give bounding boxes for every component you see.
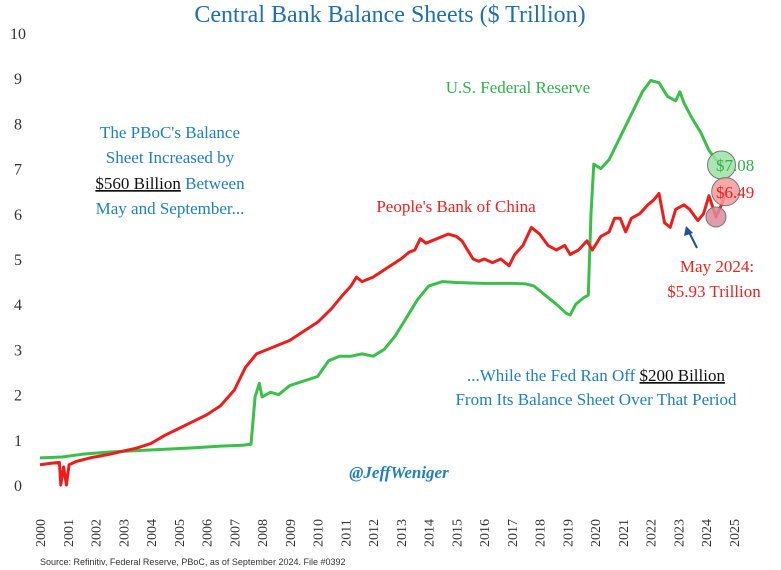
x-tick-label-2006: 2006 bbox=[201, 519, 216, 547]
y-tick-label-5: 5 bbox=[14, 252, 22, 269]
x-tick-label-2022: 2022 bbox=[645, 519, 660, 547]
x-tick-label-2010: 2010 bbox=[312, 519, 327, 547]
x-axis-ticks: 2000 2001 2002 2003 2004 2005 2006 2007 2008 2009… bbox=[34, 519, 743, 547]
x-tick-label-2023: 2023 bbox=[672, 519, 687, 547]
x-tick-label-2015: 2015 bbox=[450, 519, 465, 547]
pboc-annotation-line-3: $560 Billion Between bbox=[95, 174, 245, 193]
x-tick-label-2024: 2024 bbox=[700, 519, 715, 547]
pboc-latest-value: $6.49 bbox=[716, 183, 754, 202]
y-axis-ticks: 0 1 2 3 4 5 6 7 8 9 10 bbox=[10, 26, 26, 495]
pboc-annotation-amount: $560 Billion bbox=[95, 174, 181, 193]
fed-annotation-line-2: From Its Balance Sheet Over That Period bbox=[455, 390, 737, 409]
pboc-series-label: People's Bank of China bbox=[376, 197, 536, 216]
pboc-annotation-line-2: Sheet Increased by bbox=[106, 148, 235, 167]
source-note: Source: Refinitiv, Federal Reserve, PBoC… bbox=[40, 557, 346, 567]
may-arrow-shaft bbox=[688, 231, 698, 249]
pboc-series-line bbox=[39, 191, 728, 487]
fed-annotation-line-1: ...While the Fed Ran Off $200 Billion bbox=[467, 366, 725, 385]
x-tick-label-2007: 2007 bbox=[228, 519, 243, 547]
pboc-may-marker bbox=[705, 206, 727, 228]
y-tick-label-3: 3 bbox=[14, 342, 22, 359]
x-tick-label-2001: 2001 bbox=[62, 519, 77, 547]
pboc-annotation-between: Between bbox=[181, 174, 245, 193]
x-tick-label-2016: 2016 bbox=[478, 519, 493, 547]
pboc-annotation-line-1: The PBoC's Balance bbox=[100, 123, 240, 142]
x-tick-label-2014: 2014 bbox=[423, 519, 438, 547]
x-tick-label-2011: 2011 bbox=[339, 519, 354, 546]
y-tick-label-1: 1 bbox=[14, 433, 22, 450]
may-annotation-line-2: $5.93 Trillion bbox=[667, 282, 761, 301]
fed-series-label: U.S. Federal Reserve bbox=[446, 78, 590, 97]
fed-annotation-prefix: ...While the Fed Ran Off bbox=[467, 366, 639, 385]
series-layer bbox=[39, 79, 728, 487]
x-tick-label-2008: 2008 bbox=[256, 519, 271, 547]
pboc-annotation-line-4: May and September... bbox=[96, 199, 245, 218]
pboc-latest-marker bbox=[711, 177, 741, 207]
x-tick-label-2013: 2013 bbox=[395, 519, 410, 547]
x-tick-label-2025: 2025 bbox=[728, 519, 743, 547]
y-tick-label-0: 0 bbox=[14, 478, 22, 495]
marker-layer bbox=[705, 150, 741, 228]
fed-runoff-annotation: ...While the Fed Ran Off $200 Billion Fr… bbox=[455, 366, 737, 409]
x-tick-label-2018: 2018 bbox=[534, 519, 549, 547]
y-tick-label-7: 7 bbox=[14, 162, 22, 179]
may-2024-annotation: May 2024: $5.93 Trillion bbox=[667, 226, 761, 301]
fed-annotation-amount: $200 Billion bbox=[640, 366, 726, 385]
x-tick-label-2000: 2000 bbox=[34, 519, 49, 547]
x-tick-label-2020: 2020 bbox=[589, 519, 604, 547]
x-tick-label-2003: 2003 bbox=[117, 519, 132, 547]
author-credit: @JeffWeniger bbox=[349, 463, 449, 482]
chart-title: Central Bank Balance Sheets ($ Trillion) bbox=[194, 2, 585, 28]
x-tick-label-2009: 2009 bbox=[284, 519, 299, 547]
y-tick-label-6: 6 bbox=[14, 207, 22, 224]
y-tick-label-8: 8 bbox=[14, 116, 22, 133]
x-tick-label-2019: 2019 bbox=[561, 519, 576, 547]
x-tick-label-2004: 2004 bbox=[145, 519, 160, 547]
y-tick-label-10: 10 bbox=[10, 26, 26, 43]
may-annotation-line-1: May 2024: bbox=[680, 257, 754, 276]
x-tick-label-2021: 2021 bbox=[617, 519, 632, 547]
pboc-increase-annotation: The PBoC's Balance Sheet Increased by $5… bbox=[95, 123, 245, 218]
x-tick-label-2017: 2017 bbox=[506, 519, 521, 547]
y-tick-label-4: 4 bbox=[14, 297, 22, 314]
x-tick-label-2005: 2005 bbox=[173, 519, 188, 547]
y-tick-label-2: 2 bbox=[14, 388, 22, 405]
fed-series-line bbox=[39, 79, 723, 460]
x-tick-label-2012: 2012 bbox=[367, 519, 382, 547]
x-tick-label-2002: 2002 bbox=[90, 519, 105, 547]
fed-latest-value: $7.08 bbox=[716, 156, 754, 175]
y-tick-label-9: 9 bbox=[14, 71, 22, 88]
may-arrow-head bbox=[684, 226, 693, 236]
